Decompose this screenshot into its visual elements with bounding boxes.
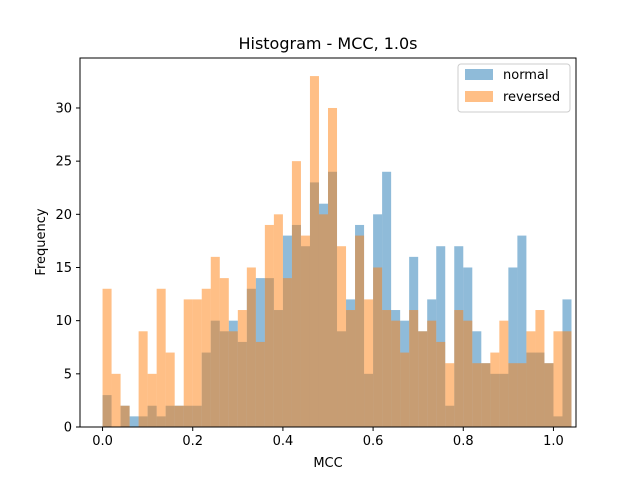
x-tick-label: 1.0 (543, 434, 564, 449)
bar-reversed-26 (337, 246, 347, 427)
bar-reversed-46 (517, 363, 527, 427)
bars-layer (102, 76, 572, 427)
bar-reversed-44 (499, 320, 509, 427)
y-axis: 0 5 10 15 20 25 30 (55, 101, 80, 436)
bar-reversed-27 (346, 310, 356, 427)
x-tick-label: 0.2 (182, 434, 203, 449)
y-tick-label: 10 (55, 314, 72, 329)
legend-label-normal: normal (503, 68, 549, 83)
bar-reversed-1 (111, 373, 121, 427)
y-tick-label: 15 (55, 261, 72, 276)
bar-reversed-41 (472, 363, 482, 427)
bar-reversed-33 (400, 352, 410, 427)
bar-reversed-39 (454, 310, 464, 427)
bar-reversed-0 (102, 288, 112, 427)
bar-reversed-16 (246, 267, 256, 427)
bar-reversed-17 (255, 341, 265, 427)
bar-reversed-23 (309, 76, 319, 427)
bar-reversed-11 (201, 288, 211, 427)
bar-reversed-38 (445, 363, 455, 427)
bar-reversed-45 (508, 363, 518, 427)
x-tick-label: 0.4 (273, 434, 294, 449)
bar-reversed-19 (273, 214, 283, 427)
bar-reversed-13 (219, 278, 229, 427)
plot-frame (79, 57, 577, 428)
bar-reversed-25 (328, 107, 338, 427)
bar-normal-31 (382, 171, 392, 427)
bar-reversed-36 (427, 320, 437, 427)
bar-reversed-50 (553, 331, 563, 427)
bar-reversed-28 (355, 235, 365, 427)
bar-reversed-48 (535, 310, 545, 427)
bar-reversed-4 (138, 331, 148, 427)
y-tick-label: 20 (55, 208, 72, 223)
y-tick-label: 5 (64, 367, 72, 382)
bar-reversed-51 (562, 331, 572, 427)
x-tick-label: 0.8 (453, 434, 474, 449)
bar-reversed-34 (409, 310, 419, 427)
x-tick-label: 0.6 (363, 434, 384, 449)
x-tick-label: 0.0 (92, 434, 113, 449)
bar-reversed-6 (156, 288, 166, 427)
bar-reversed-43 (490, 352, 500, 427)
bar-reversed-22 (300, 235, 310, 427)
bar-reversed-20 (282, 278, 292, 427)
bar-reversed-30 (373, 267, 383, 427)
legend-swatch-reversed (465, 91, 493, 102)
bar-reversed-35 (418, 331, 428, 427)
bar-reversed-21 (291, 161, 301, 427)
bar-reversed-49 (544, 363, 554, 427)
y-tick-label: 0 (64, 421, 72, 436)
bar-normal-46 (517, 235, 527, 427)
bar-reversed-40 (463, 320, 473, 427)
y-tick-label: 25 (55, 155, 72, 170)
y-tick-label: 30 (55, 101, 72, 116)
bar-reversed-32 (391, 320, 401, 427)
bar-reversed-2 (120, 405, 130, 427)
chart-title: Histogram - MCC, 1.0s (238, 34, 417, 53)
bar-reversed-31 (382, 310, 392, 427)
bar-reversed-5 (147, 373, 157, 427)
bar-normal-3 (129, 416, 139, 427)
bar-reversed-24 (318, 214, 328, 427)
bar-reversed-14 (228, 331, 238, 427)
bar-reversed-42 (481, 363, 491, 427)
bar-reversed-37 (436, 341, 446, 427)
bar-reversed-12 (210, 256, 220, 427)
bar-normal-45 (508, 267, 518, 427)
legend-label-reversed: reversed (503, 90, 560, 105)
bar-normal-37 (436, 246, 446, 427)
legend-swatch-normal (465, 69, 493, 80)
bar-reversed-7 (165, 352, 175, 427)
x-axis-label: MCC (313, 456, 342, 471)
x-axis: 0.0 0.2 0.4 0.6 0.8 1.0 (92, 427, 564, 449)
bar-reversed-47 (526, 331, 536, 427)
bar-reversed-9 (183, 299, 193, 427)
bar-reversed-10 (192, 299, 202, 427)
bar-reversed-8 (174, 405, 184, 427)
bar-reversed-18 (264, 224, 274, 427)
bar-reversed-15 (237, 310, 247, 427)
y-axis-label: Frequency (34, 208, 49, 275)
bar-reversed-29 (364, 299, 374, 427)
legend: normal reversed (457, 63, 571, 113)
